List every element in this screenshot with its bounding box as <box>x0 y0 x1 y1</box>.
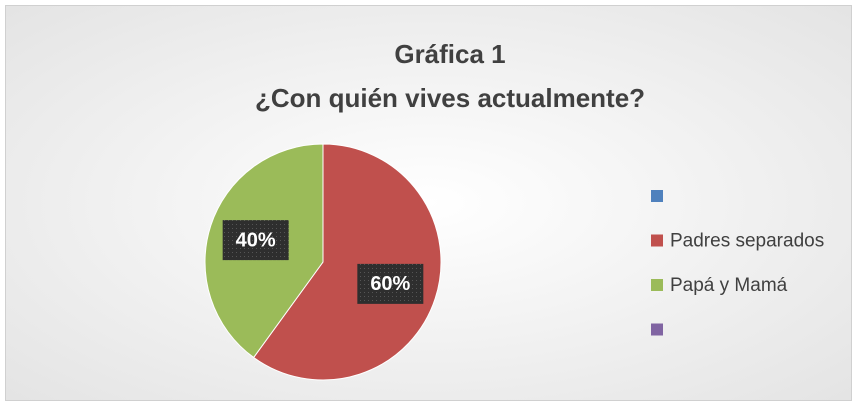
data-label: 40% <box>236 229 276 251</box>
data-label-box <box>222 220 289 261</box>
chart-subtitle: ¿Con quién vives actualmente? <box>255 83 645 113</box>
pie-slice <box>252 143 442 381</box>
chart-area <box>5 5 852 401</box>
legend-swatch <box>651 190 663 202</box>
legend-swatch <box>651 323 663 336</box>
legend-swatch <box>651 234 663 247</box>
legend-label: Padres separados <box>670 231 824 252</box>
legend-swatch <box>651 279 663 291</box>
chart-title: Gráfica 1 <box>394 39 505 69</box>
data-label: 60% <box>370 273 410 295</box>
legend-label: Papá y Mamá <box>670 275 788 296</box>
data-label-box <box>357 263 424 304</box>
